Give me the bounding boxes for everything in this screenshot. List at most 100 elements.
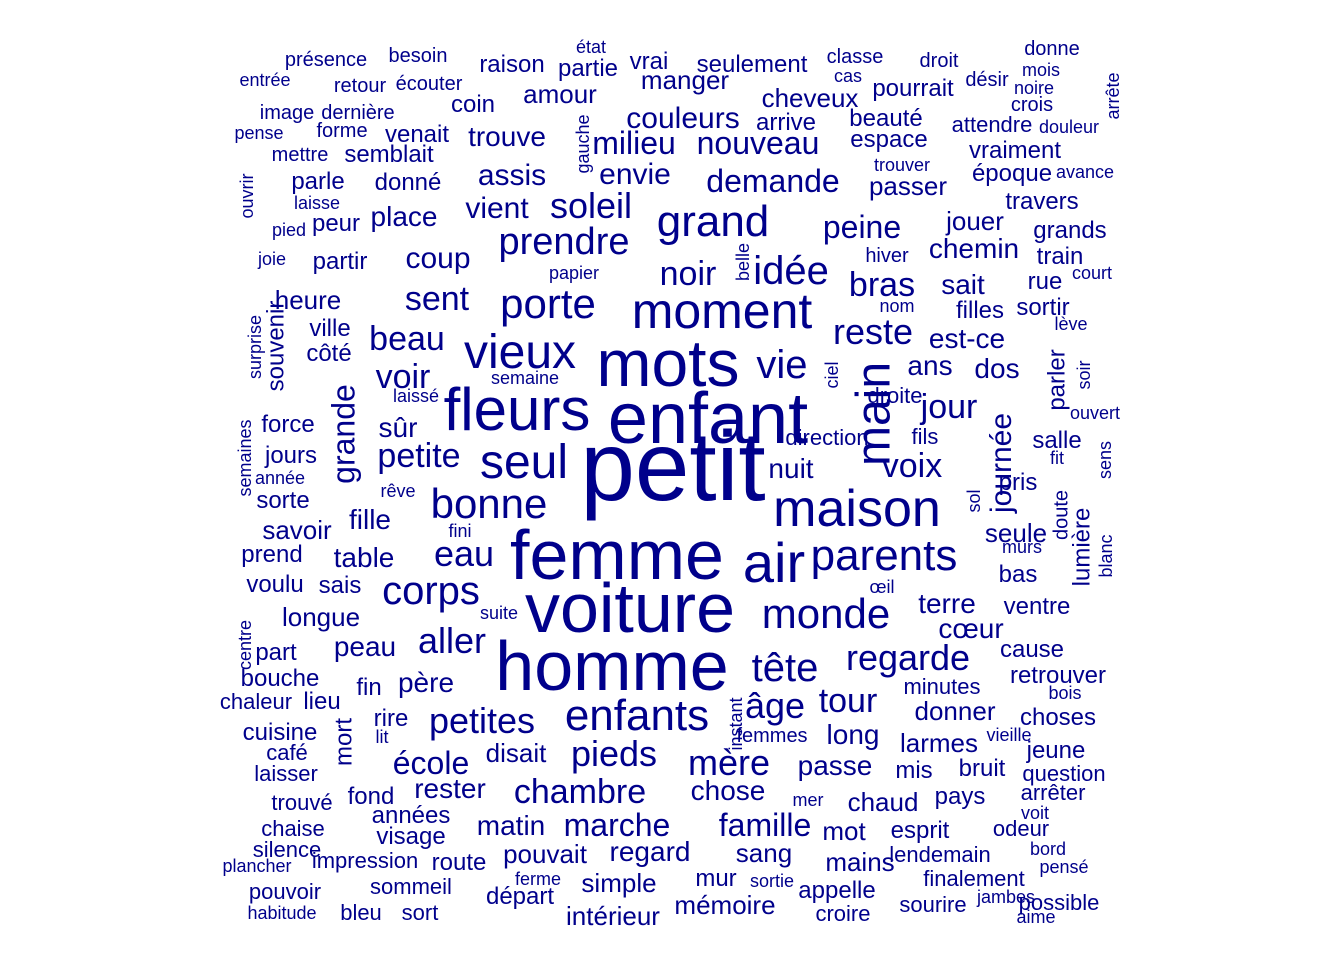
word-assis: assis bbox=[478, 159, 546, 192]
word-bras: bras bbox=[849, 266, 915, 304]
word-presence: présence bbox=[285, 49, 367, 71]
word-doute: doute bbox=[1050, 490, 1072, 540]
word-crois: crois bbox=[1011, 94, 1053, 116]
word-ouvrir: ouvrir bbox=[237, 173, 257, 218]
word-derniere: dernière bbox=[321, 102, 394, 124]
word-chaleur: chaleur bbox=[220, 689, 292, 714]
word-jours: jours bbox=[264, 442, 317, 469]
word-jour: jour bbox=[920, 388, 978, 426]
word-parents: parents bbox=[811, 531, 958, 580]
word-chambre: chambre bbox=[514, 773, 646, 811]
word-question: question bbox=[1022, 761, 1105, 786]
word-retrouver: retrouver bbox=[1010, 662, 1106, 689]
word-voix: voix bbox=[882, 447, 942, 485]
word-visage: visage bbox=[376, 823, 445, 850]
word-sent: sent bbox=[405, 280, 470, 318]
word-possible: possible bbox=[1019, 890, 1100, 915]
word-bord: bord bbox=[1030, 839, 1066, 859]
word-lendemain: lendemain bbox=[889, 842, 991, 867]
word-est-ce: est-ce bbox=[929, 323, 1005, 354]
word-mots: mots bbox=[596, 326, 739, 400]
word-envie: envie bbox=[599, 158, 671, 191]
word-plancher: plancher bbox=[222, 856, 291, 876]
word-mois: mois bbox=[1022, 60, 1060, 80]
word-chaise: chaise bbox=[261, 816, 325, 841]
word-noire: noire bbox=[1014, 78, 1054, 98]
word-semaine: semaine bbox=[491, 368, 559, 388]
word-impression: impression bbox=[312, 848, 418, 873]
word-seul: seul bbox=[480, 436, 568, 489]
word-retour: retour bbox=[334, 75, 387, 97]
word-grande: grande bbox=[325, 384, 361, 484]
word-semblait: semblait bbox=[344, 141, 434, 168]
word-idee: idée bbox=[753, 249, 829, 293]
word-bas: bas bbox=[999, 561, 1038, 588]
word-vie: vie bbox=[756, 343, 807, 387]
word-petite: petite bbox=[377, 437, 460, 475]
word-nuit: nuit bbox=[768, 453, 813, 484]
word-donne: donné bbox=[375, 169, 442, 196]
word-bouche: bouche bbox=[241, 665, 320, 692]
word-long: long bbox=[827, 719, 880, 750]
word-lieu: lieu bbox=[303, 688, 340, 715]
word-vieille: vieille bbox=[986, 725, 1031, 745]
word-surprise: surprise bbox=[245, 315, 265, 379]
word-fille: fille bbox=[349, 504, 391, 535]
word-mort: mort bbox=[330, 718, 357, 766]
word-pris: pris bbox=[999, 469, 1038, 496]
word-monde: monde bbox=[762, 590, 890, 637]
word-depart: départ bbox=[486, 883, 554, 910]
word-voiture: voiture bbox=[525, 569, 735, 647]
word-amour: amour bbox=[523, 79, 597, 109]
word-papier: papier bbox=[549, 263, 599, 283]
word-salle: salle bbox=[1032, 427, 1081, 454]
word-couleurs: couleurs bbox=[626, 102, 739, 135]
word-place: place bbox=[371, 201, 438, 232]
word-souvenir: souvenir bbox=[262, 301, 289, 392]
word-joie: joie bbox=[257, 249, 286, 269]
word-forme: forme bbox=[316, 120, 367, 142]
word-jambes: jambes bbox=[976, 887, 1035, 907]
word-petit: petit bbox=[580, 411, 765, 521]
word-route: route bbox=[432, 849, 487, 876]
word-vieux: vieux bbox=[464, 326, 576, 379]
word-pourrait: pourrait bbox=[872, 75, 954, 102]
word-finalement: finalement bbox=[923, 866, 1025, 891]
word-demande: demande bbox=[706, 163, 839, 199]
word-beau: beau bbox=[369, 320, 445, 358]
word-fin: fin bbox=[356, 674, 381, 701]
word-choses: choses bbox=[1020, 704, 1096, 731]
word-disait: disait bbox=[486, 738, 547, 768]
word-longue: longue bbox=[282, 602, 360, 632]
word-bonne: bonne bbox=[431, 480, 548, 527]
word-habitude: habitude bbox=[247, 903, 316, 923]
word-odeur: odeur bbox=[993, 816, 1049, 841]
word-esprit: esprit bbox=[891, 817, 950, 844]
word-trouver: trouver bbox=[874, 155, 930, 175]
word-donner: donner bbox=[915, 696, 996, 726]
word-part: part bbox=[255, 639, 297, 666]
word-mis: mis bbox=[895, 757, 932, 784]
word-nouveau: nouveau bbox=[697, 125, 820, 161]
word-rester: rester bbox=[414, 773, 486, 804]
word-coin: coin bbox=[451, 91, 495, 118]
word-grands: grands bbox=[1033, 217, 1106, 244]
word-court: court bbox=[1072, 263, 1112, 283]
word-terre: terre bbox=[918, 588, 976, 619]
word-cause: cause bbox=[1000, 636, 1064, 663]
word-laisser: laisser bbox=[254, 761, 318, 786]
word-belle: belle bbox=[733, 243, 753, 281]
word-raison: raison bbox=[479, 51, 544, 78]
word-seulement: seulement bbox=[697, 51, 808, 78]
word-annee: année bbox=[255, 468, 305, 488]
word-direction: direction bbox=[785, 425, 868, 450]
word-partie: partie bbox=[558, 55, 618, 82]
word-pense: pensé bbox=[1039, 857, 1088, 877]
word-arreter: arrêter bbox=[1021, 780, 1086, 805]
word-nom: nom bbox=[879, 296, 914, 316]
word-fleurs: fleurs bbox=[444, 376, 591, 443]
word-petites: petites bbox=[429, 700, 535, 741]
word-image: image bbox=[260, 102, 314, 124]
word-ferme: ferme bbox=[515, 869, 561, 889]
word-hiver: hiver bbox=[865, 245, 909, 267]
